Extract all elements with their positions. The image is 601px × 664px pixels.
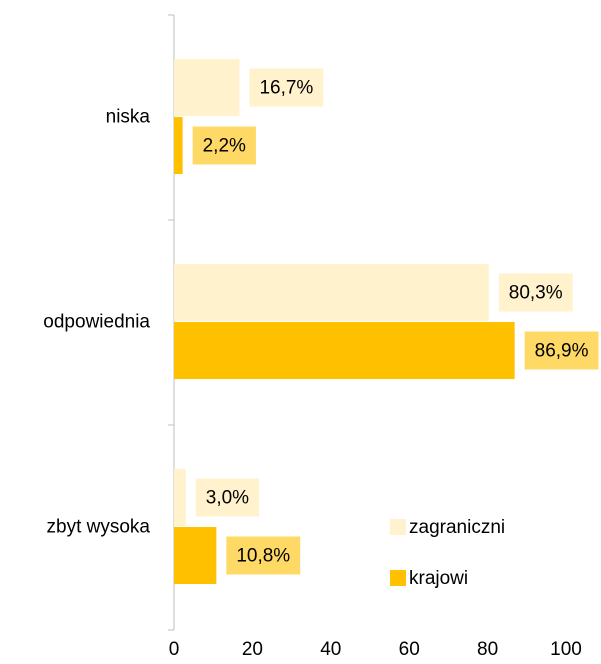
data-label-text: 80,3% <box>509 283 563 304</box>
data-label: 16,7% <box>249 68 324 107</box>
data-label: 2,2% <box>192 126 256 165</box>
legend-label: zagraniczni <box>409 517 505 538</box>
data-label-text: 10,8% <box>236 546 290 567</box>
bar <box>174 469 186 526</box>
y-tick-label: niska <box>106 107 151 128</box>
legend-label: krajowi <box>409 568 468 589</box>
y-tick-label: zbyt wysoka <box>47 517 151 538</box>
bar <box>174 264 489 321</box>
bar <box>174 117 183 174</box>
data-label-box <box>498 273 573 312</box>
data-label-box <box>524 331 599 370</box>
bar <box>174 527 217 584</box>
x-tick-label: 100 <box>550 639 582 660</box>
x-tick-label: 20 <box>242 639 263 660</box>
data-label-box <box>226 536 301 575</box>
data-label-box <box>195 478 260 517</box>
x-tick-label: 60 <box>399 639 420 660</box>
data-label: 86,9% <box>524 331 599 370</box>
x-tick-label: 40 <box>320 639 341 660</box>
y-tick-label: odpowiednia <box>43 312 150 333</box>
data-label-text: 2,2% <box>203 136 246 157</box>
data-label: 3,0% <box>195 478 260 517</box>
data-label: 10,8% <box>226 536 301 575</box>
data-label-text: 86,9% <box>535 341 589 362</box>
legend-swatch <box>390 570 406 586</box>
bar <box>174 59 240 116</box>
data-label-text: 3,0% <box>206 488 249 509</box>
data-label-box <box>192 126 256 165</box>
legend-swatch <box>390 519 406 535</box>
data-label: 80,3% <box>498 273 573 312</box>
data-label-text: 16,7% <box>259 78 313 99</box>
bar <box>174 322 515 379</box>
x-tick-label: 0 <box>169 639 180 660</box>
data-label-box <box>249 68 324 107</box>
x-tick-label: 80 <box>477 639 498 660</box>
